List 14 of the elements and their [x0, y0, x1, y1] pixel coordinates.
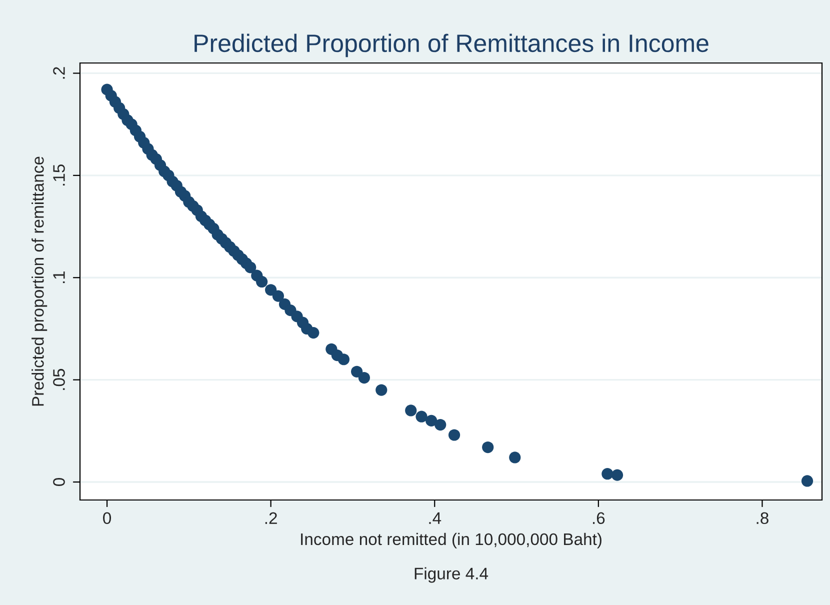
x-axis-title: Income not remitted (in 10,000,000 Baht): [301, 532, 602, 548]
y-tick-label: .05: [53, 368, 65, 390]
x-tick-label: .2: [265, 512, 277, 524]
x-tick-label: .8: [756, 512, 768, 524]
y-axis-title: Predicted proportion of remittance: [32, 156, 48, 406]
x-tick-label: .4: [429, 512, 442, 524]
y-tick-label: .15: [53, 164, 65, 186]
x-tick-label: 0: [103, 512, 112, 524]
x-tick-label: .6: [592, 512, 605, 524]
y-tick-label: .1: [53, 271, 65, 284]
chart-title: Predicted Proportion of Remittances in Income: [194, 34, 708, 58]
caption: Figure 4.4: [414, 567, 488, 583]
y-tick-label: 0: [53, 478, 65, 486]
y-tick-label: .2: [53, 67, 65, 79]
